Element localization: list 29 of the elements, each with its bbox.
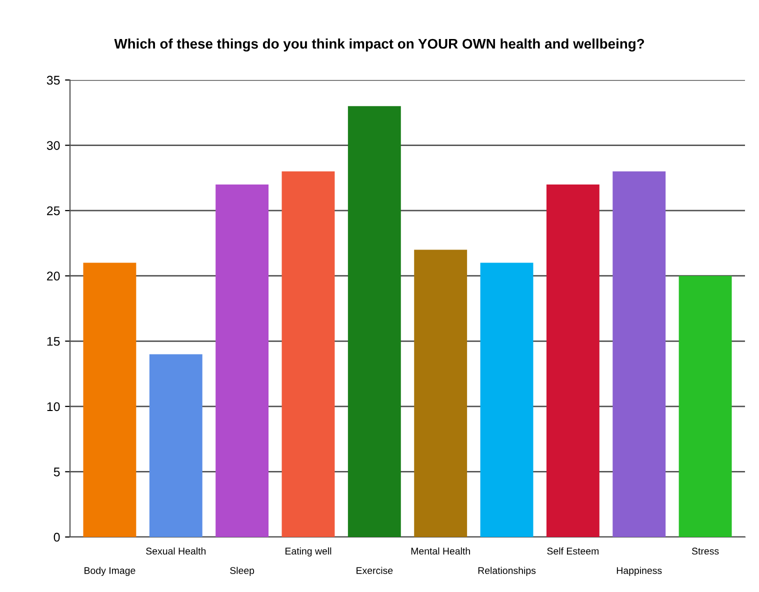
x-tick-label: Relationships xyxy=(478,566,536,576)
bar xyxy=(216,184,269,537)
x-tick-label: Stress xyxy=(692,548,719,555)
y-tick-label: 20 xyxy=(47,272,60,281)
bar xyxy=(348,106,401,537)
bar xyxy=(83,262,136,537)
x-tick-label: Sleep xyxy=(230,566,254,576)
x-tick-label: Happiness xyxy=(616,566,662,576)
bar xyxy=(414,250,468,537)
bar xyxy=(282,171,335,537)
y-tick-label: 25 xyxy=(47,206,60,216)
y-tick-label: 10 xyxy=(47,402,60,412)
x-tick-label: Sexual Health xyxy=(146,547,206,555)
bar xyxy=(612,171,666,537)
x-tick-label: Exercise xyxy=(356,566,393,574)
y-tick-label: 0 xyxy=(54,532,60,542)
y-tick-label: 5 xyxy=(54,468,60,476)
x-tick-label: Body Image xyxy=(84,566,136,576)
bar xyxy=(678,276,732,537)
y-tick-label: 30 xyxy=(46,141,60,150)
bar xyxy=(480,262,534,537)
y-tick-label: 35 xyxy=(46,76,60,85)
bar xyxy=(546,184,600,537)
y-tick-label: 15 xyxy=(47,337,60,346)
chart-title: Which of these things do you think impact on YOUR OWN health and wellbeing? xyxy=(114,38,644,52)
bar xyxy=(149,354,202,537)
x-tick-label: Eating well xyxy=(286,547,332,556)
x-tick-label: Self Esteem xyxy=(547,547,599,555)
x-tick-label: Mental Health xyxy=(411,547,470,555)
